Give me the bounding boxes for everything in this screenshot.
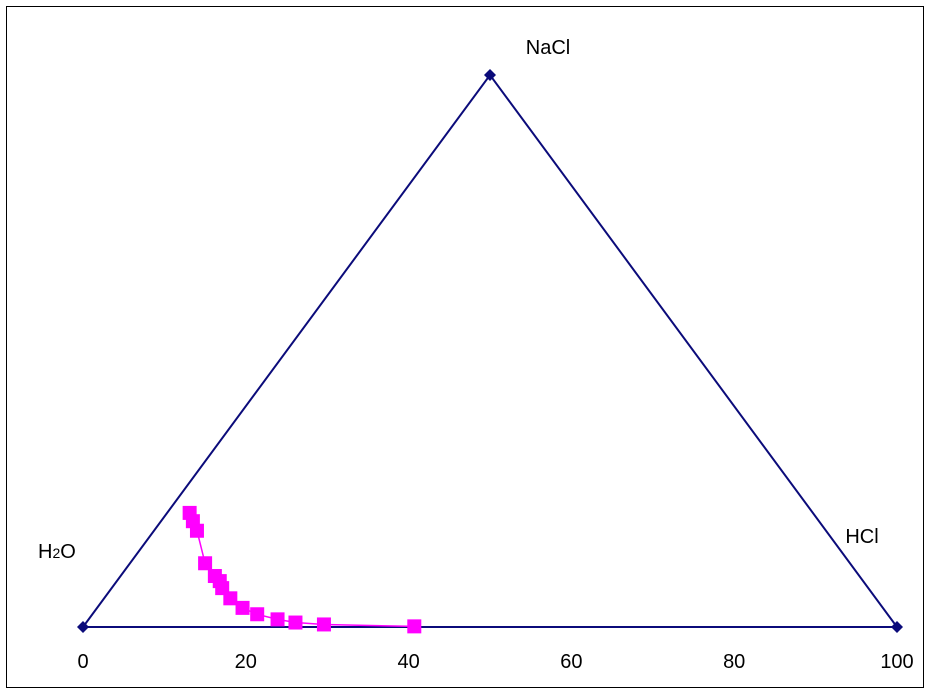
x-tick-label: 40 [397, 651, 419, 673]
triangle-outline-point [484, 69, 496, 81]
triangle-outline-line [82, 73, 899, 628]
triangle-outline-point [891, 621, 903, 633]
solubility-curve-point [270, 612, 285, 627]
solubility-curve-point [189, 523, 204, 538]
x-tick-label: 0 [77, 651, 88, 673]
x-tick-label: 80 [723, 651, 745, 673]
x-tick-label: 60 [560, 651, 582, 673]
solubility-curve-point [198, 556, 213, 571]
solubility-curve-point [235, 600, 250, 615]
solubility-curve-line [188, 512, 415, 628]
solubility-curve-point [407, 619, 422, 634]
triangle-outline-point [77, 621, 89, 633]
chart-frame [6, 6, 924, 688]
vertex-label-h2o: H2O [38, 541, 76, 563]
solubility-curve-point [250, 607, 265, 622]
vertex-label-nacl: NaCl [526, 37, 570, 59]
solubility-curve-point [316, 617, 331, 632]
solubility-curve-point [223, 591, 238, 606]
x-tick-label: 20 [235, 651, 257, 673]
x-axis-ticks: 0 20 40 60 80 100 [77, 651, 913, 673]
solubility-curve-point [288, 615, 303, 630]
vertex-label-hcl: HCl [845, 526, 878, 548]
x-tick-label: 100 [880, 651, 913, 673]
plot-area [77, 69, 903, 634]
